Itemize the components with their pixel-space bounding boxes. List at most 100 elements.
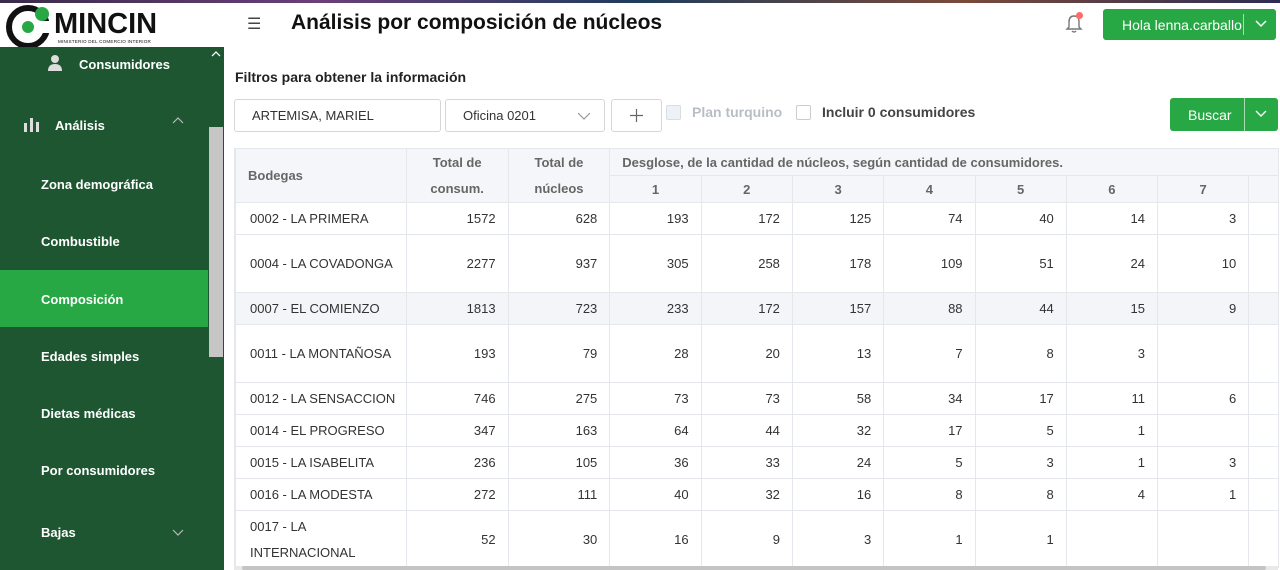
cell-desglose-1: 73: [609, 382, 702, 415]
sidebar-item-analisis[interactable]: Análisis: [0, 104, 208, 146]
cell-total-consum: 347: [405, 414, 509, 447]
cell-desglose-1: 40: [609, 478, 702, 511]
oficina-value: Oficina 0201: [463, 108, 536, 123]
cell-total-nucleos: 628: [507, 202, 611, 235]
results-table: Bodegas Total de consum. Total de núcleo…: [235, 148, 1279, 568]
sidebar-item-composicion[interactable]: Composición: [0, 270, 208, 327]
cell-desglose-5: 3: [974, 446, 1067, 479]
cell-desglose-1: 28: [609, 324, 702, 383]
cell-desglose-4: 34: [883, 382, 976, 415]
cell-desglose-4: 7: [883, 324, 976, 383]
sidebar-scroll-thumb[interactable]: [209, 127, 223, 357]
user-icon: [48, 55, 62, 71]
cell-desglose-7: 10: [1157, 234, 1250, 293]
chevron-down-icon: [172, 529, 184, 536]
cell-bodega: 0011 - LA MONTAÑOSA: [235, 324, 407, 383]
chevron-down-icon[interactable]: [1253, 15, 1269, 31]
cell-desglose-3: 178: [791, 234, 885, 293]
cell-desglose-3: 24: [791, 446, 885, 479]
header-sub-3[interactable]: 3: [791, 175, 885, 203]
header-total-consum[interactable]: Total de consum.: [405, 148, 509, 203]
header-bodegas[interactable]: Bodegas: [235, 148, 407, 203]
cell-total-nucleos: 723: [507, 292, 611, 325]
sidebar-item-consumidores[interactable]: Consumidores: [0, 47, 208, 83]
cell-total-nucleos: 105: [507, 446, 611, 479]
table-row[interactable]: 0004 - LA COVADONGA 2277 937 305 258 178 109 51…: [235, 234, 1279, 293]
cell-desglose-6: 3: [1065, 324, 1159, 383]
cell-desglose-3: 58: [791, 382, 885, 415]
cell-empty: [1248, 446, 1279, 479]
header-sub-7[interactable]: 7: [1157, 175, 1250, 203]
cell-desglose-7: 9: [1157, 292, 1250, 325]
sidebar-item-combustible[interactable]: Combustible: [0, 217, 208, 265]
sidebar-item-por-consumidores[interactable]: Por consumidores: [0, 446, 208, 494]
cell-empty: [1248, 234, 1279, 293]
mincin-logo[interactable]: MINCIN MINISTERIO DEL COMERCIO INTERIOR: [6, 5, 164, 49]
cell-desglose-3: 3: [791, 510, 885, 568]
sidebar-item-dietas-medicas[interactable]: Dietas médicas: [0, 389, 208, 437]
table-row[interactable]: 0015 - LA ISABELITA 236 105 36 33 24 5 3 1 3: [235, 446, 1279, 479]
cell-desglose-2: 258: [700, 234, 793, 293]
cell-bodega: 0012 - LA SENSACCION: [235, 382, 407, 415]
cell-desglose-1: 64: [609, 414, 702, 447]
table-scroll-thumb[interactable]: [242, 566, 1266, 570]
header-total-nucleos[interactable]: Total de núcleos: [507, 148, 611, 203]
sidebar-item-label: Edades simples: [41, 349, 140, 364]
header-sub-4[interactable]: 4: [883, 175, 976, 203]
cell-desglose-6: [1065, 510, 1159, 568]
cell-total-consum: 272: [405, 478, 509, 511]
cell-empty: [1248, 478, 1279, 511]
plan-turquino-checkbox[interactable]: [666, 105, 681, 120]
cell-desglose-6: 1: [1065, 414, 1159, 447]
cell-desglose-1: 233: [609, 292, 702, 325]
cell-bodega: 0015 - LA ISABELITA: [235, 446, 407, 479]
chevron-down-icon: [577, 112, 591, 120]
chevron-down-icon[interactable]: [1254, 108, 1268, 120]
cell-desglose-5: 40: [974, 202, 1067, 235]
bar-chart-icon: [24, 118, 39, 132]
sidebar-item-label: Consumidores: [79, 57, 171, 72]
logo-subtitle: MINISTERIO DEL COMERCIO INTERIOR: [58, 39, 152, 44]
cell-total-nucleos: 79: [507, 324, 611, 383]
cell-desglose-7: 3: [1157, 202, 1250, 235]
cell-desglose-2: 20: [700, 324, 793, 383]
cell-total-consum: 52: [405, 510, 509, 568]
oficina-select[interactable]: Oficina 0201: [445, 99, 605, 132]
cell-desglose-6: 1: [1065, 446, 1159, 479]
cell-bodega: 0002 - LA PRIMERA: [235, 202, 407, 235]
header-sub-2[interactable]: 2: [700, 175, 793, 203]
header-sub-1[interactable]: 1: [609, 175, 702, 203]
cell-desglose-4: 74: [883, 202, 976, 235]
table-row[interactable]: 0016 - LA MODESTA 272 111 40 32 16 8 8 4 1: [235, 478, 1279, 511]
header-sub-6[interactable]: 6: [1065, 175, 1159, 203]
municipio-select[interactable]: ARTEMISA, MARIEL: [234, 99, 441, 132]
cell-total-nucleos: 30: [507, 510, 611, 568]
sidebar-item-zona-demografica[interactable]: Zona demográfica: [0, 160, 208, 208]
user-menu-button[interactable]: Hola lenna.carballo: [1103, 9, 1276, 40]
table-row[interactable]: 0011 - LA MONTAÑOSA 193 79 28 20 13 7 8 3: [235, 324, 1279, 383]
logo-text: MINCIN: [54, 8, 158, 40]
header-sub-5[interactable]: 5: [974, 175, 1067, 203]
table-row[interactable]: 0017 - LA INTERNACIONAL 52 30 16 9 3 1 1: [235, 510, 1279, 568]
plan-turquino-label: Plan turquino: [692, 104, 783, 120]
sidebar-item-bajas[interactable]: Bajas: [0, 508, 208, 556]
cell-bodega: 0004 - LA COVADONGA: [235, 234, 407, 293]
buscar-label: Buscar: [1188, 107, 1232, 123]
table-row[interactable]: 0002 - LA PRIMERA 1572 628 193 172 125 74 40 14 3: [235, 202, 1279, 235]
scroll-up-icon[interactable]: [211, 50, 221, 58]
cell-desglose-7: 1: [1157, 478, 1250, 511]
table-row[interactable]: 0012 - LA SENSACCION 746 275 73 73 58 34 17 11 6: [235, 382, 1279, 415]
table-row[interactable]: 0007 - EL COMIENZO 1813 723 233 172 157 88 44 15…: [235, 292, 1279, 325]
incluir-0-checkbox[interactable]: [796, 105, 811, 120]
cell-desglose-7: [1157, 324, 1250, 383]
cell-desglose-2: 44: [700, 414, 793, 447]
results-table-container[interactable]: Bodegas Total de consum. Total de núcleo…: [234, 148, 1279, 568]
cell-desglose-7: [1157, 510, 1250, 568]
add-filter-button[interactable]: [611, 99, 662, 132]
menu-toggle-icon[interactable]: ☰: [247, 16, 262, 33]
table-row[interactable]: 0014 - EL PROGRESO 347 163 64 44 32 17 5 1: [235, 414, 1279, 447]
cell-desglose-2: 172: [700, 292, 793, 325]
sidebar-item-edades-simples[interactable]: Edades simples: [0, 332, 208, 380]
cell-desglose-4: 109: [883, 234, 976, 293]
buscar-button[interactable]: Buscar: [1170, 98, 1278, 131]
